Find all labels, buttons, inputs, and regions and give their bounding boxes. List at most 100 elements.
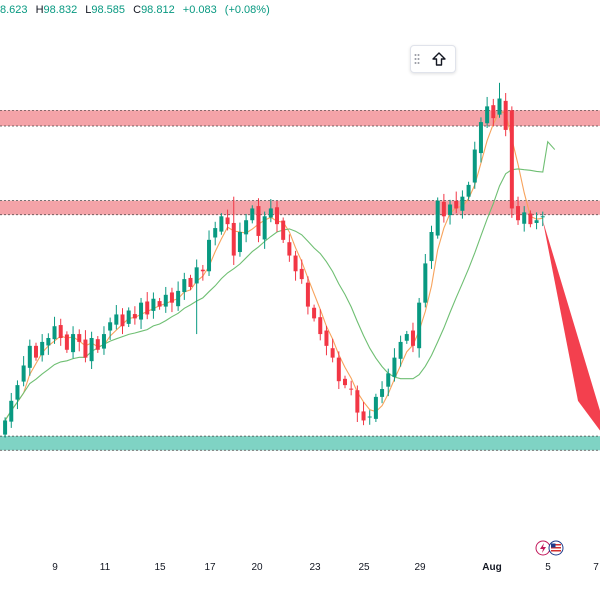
candle — [139, 297, 144, 329]
candle — [194, 259, 199, 335]
candle — [386, 368, 391, 397]
high-value: 98.832 — [43, 4, 78, 16]
x-tick-label: 5 — [545, 562, 551, 573]
candle — [330, 338, 335, 363]
arrow-up-icon — [432, 52, 446, 66]
candle — [3, 417, 8, 438]
candle — [287, 234, 292, 262]
candle — [207, 230, 212, 276]
candle — [169, 287, 174, 313]
candle — [231, 196, 236, 265]
candle — [336, 351, 341, 390]
change-percent: (+0.08%) — [224, 4, 270, 16]
candle — [126, 307, 131, 328]
low-value: 98.585 — [91, 4, 126, 16]
x-tick-label: 17 — [204, 562, 216, 573]
candle — [120, 308, 125, 335]
candle — [182, 272, 187, 300]
candle — [293, 250, 298, 281]
candle — [176, 281, 181, 311]
candle — [497, 82, 502, 118]
candle — [466, 181, 471, 200]
x-tick-label: 15 — [154, 562, 166, 573]
candle — [163, 286, 168, 313]
candle — [151, 292, 156, 319]
x-tick-label: 11 — [100, 562, 111, 573]
flash-event-icon[interactable] — [535, 540, 551, 556]
candle — [46, 333, 51, 355]
candle — [485, 96, 490, 128]
candle — [256, 198, 261, 243]
candle — [528, 210, 533, 228]
candle — [237, 222, 242, 257]
x-tick-label: 29 — [414, 562, 426, 573]
candle — [435, 197, 440, 239]
candle — [250, 205, 255, 224]
candle — [132, 306, 137, 325]
candle — [77, 329, 82, 352]
drag-handle-icon[interactable] — [411, 46, 423, 72]
x-tick-label: 20 — [251, 562, 263, 573]
candle — [355, 385, 360, 423]
x-tick-label: 25 — [358, 562, 370, 573]
candle — [281, 217, 286, 243]
candle — [460, 190, 465, 219]
candle — [244, 213, 249, 243]
low-label: L — [85, 4, 92, 16]
candle — [516, 196, 521, 225]
ohlc-legend: 8.623 H98.832 L98.585 C98.812 +0.083 (+0… — [0, 4, 275, 16]
candle — [108, 317, 113, 340]
candle — [9, 392, 14, 428]
us-flag-event-icon[interactable] — [548, 540, 564, 556]
x-tick-label: 7 — [593, 562, 599, 573]
candle — [275, 200, 280, 232]
candle — [324, 325, 329, 356]
floating-toolbar — [410, 45, 456, 73]
candle — [522, 206, 527, 232]
candle — [157, 297, 162, 310]
candle — [491, 98, 496, 126]
candle — [478, 117, 483, 163]
candle — [219, 213, 224, 235]
candle — [15, 380, 20, 410]
candle — [27, 339, 32, 376]
candle — [318, 309, 323, 341]
candle — [312, 304, 317, 322]
candle — [373, 393, 378, 423]
candle — [441, 193, 446, 223]
open-value: 8.623 — [0, 4, 28, 16]
candle — [200, 264, 205, 281]
x-tick-label: Aug — [482, 562, 501, 573]
candle — [262, 211, 267, 249]
candle — [225, 209, 230, 231]
candle — [423, 253, 428, 308]
candle — [268, 199, 273, 223]
candle — [410, 322, 415, 353]
candle — [188, 274, 193, 291]
candle — [21, 356, 26, 387]
candle — [361, 401, 366, 426]
candle — [40, 334, 45, 362]
arrow-up-button[interactable] — [423, 46, 455, 72]
candle — [101, 326, 106, 355]
candle — [454, 191, 459, 214]
candle — [534, 212, 539, 230]
candle — [380, 381, 385, 404]
candle — [58, 318, 63, 346]
candle — [503, 93, 508, 137]
candle — [71, 326, 76, 359]
candle — [213, 221, 218, 246]
forecast-arrow — [542, 220, 600, 431]
candle — [83, 330, 88, 363]
candle — [95, 336, 100, 353]
fast-moving-average — [4, 110, 543, 421]
candle — [404, 330, 409, 344]
candle — [89, 331, 94, 370]
close-label: C — [133, 4, 142, 16]
candle — [342, 375, 347, 389]
candle — [398, 335, 403, 367]
candle — [33, 342, 38, 361]
candle — [299, 259, 304, 284]
